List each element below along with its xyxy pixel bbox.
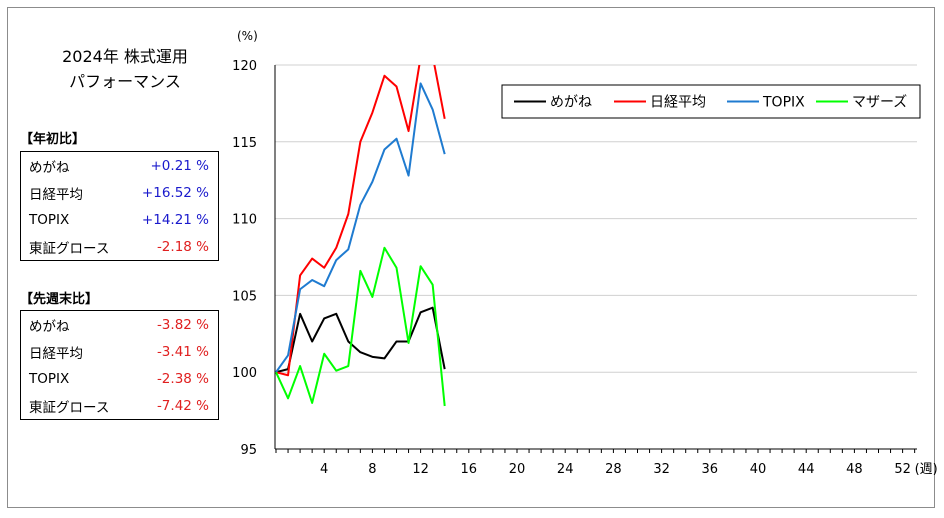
x-tick-label: 52 — [894, 462, 911, 477]
title-line-2: パフォーマンス — [69, 72, 181, 91]
table-row: 日経平均 +16.52 % — [21, 179, 218, 206]
x-tick-label: 28 — [605, 462, 622, 477]
ytd-table: めがね +0.21 % 日経平均 +16.52 % TOPIX +14.21 %… — [20, 151, 219, 261]
table-row: TOPIX +14.21 % — [21, 206, 218, 233]
row-value: -3.82 % — [156, 316, 209, 333]
row-value: +16.52 % — [141, 184, 209, 201]
y-tick-label: 95 — [240, 443, 257, 458]
x-tick-label: 36 — [702, 462, 719, 477]
series-line — [275, 82, 446, 373]
series-line — [275, 65, 446, 377]
y-tick-label: 120 — [232, 59, 257, 74]
x-tick-label: 12 — [412, 462, 429, 477]
row-value: -3.41 % — [156, 343, 209, 360]
x-tick-label: 44 — [798, 462, 815, 477]
title-line-1: 2024年 株式運用 — [62, 47, 188, 66]
row-value: +0.21 % — [150, 157, 210, 174]
y-axis-label: (%) — [237, 29, 258, 43]
ytd-label: 【年初比】 — [20, 132, 86, 147]
y-tick-label: 110 — [232, 213, 257, 228]
table-row: 東証グロース -7.42 % — [21, 392, 218, 419]
gridlines — [275, 64, 917, 373]
row-name: TOPIX — [29, 211, 70, 228]
legend-label: マザーズ — [852, 95, 907, 111]
row-name: 東証グロース — [29, 399, 110, 416]
y-tick-label: 105 — [232, 289, 257, 304]
table-row: TOPIX -2.38 % — [21, 365, 218, 392]
row-name: めがね — [29, 159, 70, 176]
x-tick-label: 32 — [653, 462, 670, 477]
row-name: TOPIX — [29, 370, 70, 387]
y-tick-label: 115 — [232, 136, 257, 151]
table-row: 日経平均 -3.41 % — [21, 338, 218, 365]
row-value: -7.42 % — [156, 397, 209, 414]
row-name: 日経平均 — [29, 186, 83, 203]
legend: めがね 日経平均 TOPIX マザーズ — [501, 84, 921, 119]
table-row: めがね +0.21 % — [21, 152, 218, 179]
x-tick-label: 40 — [750, 462, 767, 477]
chart-title: 2024年 株式運用 パフォーマンス — [40, 44, 210, 94]
chart-frame — [7, 7, 935, 508]
x-tick-label: 24 — [557, 462, 574, 477]
row-name: 日経平均 — [29, 345, 83, 362]
table-row: めがね -3.82 % — [21, 311, 218, 338]
series-line — [275, 306, 446, 374]
series-line — [275, 246, 446, 407]
x-axis-label: (週) — [915, 462, 938, 477]
x-tick-label: 48 — [846, 462, 863, 477]
wow-table: めがね -3.82 % 日経平均 -3.41 % TOPIX -2.38 % 東… — [20, 310, 219, 420]
row-name: 東証グロース — [29, 240, 110, 257]
x-tick-label: 8 — [368, 462, 376, 477]
legend-label: 日経平均 — [650, 95, 706, 111]
row-value: +14.21 % — [141, 211, 209, 228]
row-name: めがね — [29, 318, 70, 335]
wow-label: 【先週末比】 — [20, 292, 99, 307]
series-lines — [275, 65, 446, 407]
axes — [274, 65, 917, 453]
table-row: 東証グロース -2.18 % — [21, 233, 218, 260]
row-value: -2.38 % — [156, 370, 209, 387]
x-tick-label: 20 — [509, 462, 526, 477]
row-value: -2.18 % — [156, 238, 209, 255]
legend-box — [501, 84, 921, 119]
legend-label: めがね — [550, 95, 592, 111]
x-tick-label: 4 — [320, 462, 328, 477]
legend-label: TOPIX — [762, 95, 805, 111]
y-tick-label: 100 — [232, 366, 257, 381]
x-tick-label: 16 — [461, 462, 478, 477]
